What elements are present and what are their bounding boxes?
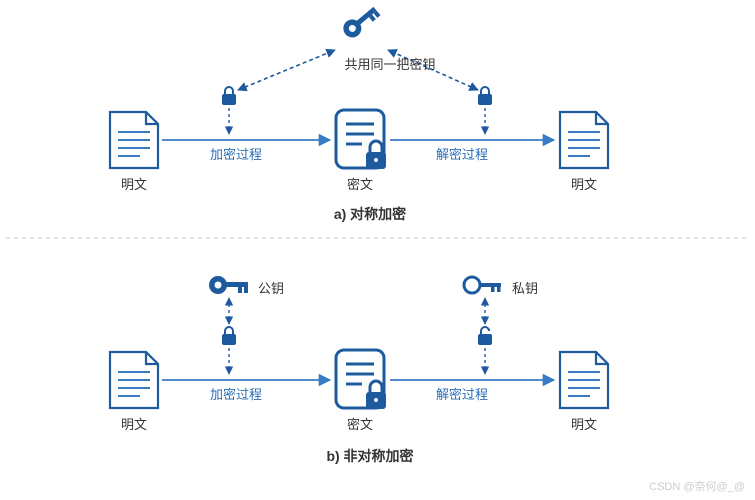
panel-b-caption: b) 非对称加密 xyxy=(300,446,440,466)
shared-key-icon xyxy=(340,2,381,41)
private-key-icon xyxy=(464,277,501,293)
encrypt-label: 加密过程 xyxy=(210,144,262,163)
plaintext-label: 明文 xyxy=(568,414,600,433)
lock-icon xyxy=(222,327,236,345)
plaintext-label: 明文 xyxy=(118,414,150,433)
public-key-label: 公钥 xyxy=(258,278,284,297)
encryption-diagram: 共用同一把密钥 加密过程 解密过程 明文 密文 明文 a) 对称加密 公钥 私钥… xyxy=(0,0,755,500)
plaintext-doc-icon xyxy=(560,352,608,408)
watermark: CSDN @奈何@_@ xyxy=(649,478,745,494)
plaintext-label: 明文 xyxy=(118,174,150,193)
plaintext-doc-icon xyxy=(110,352,158,408)
decrypt-label: 解密过程 xyxy=(436,144,488,163)
open-lock-icon xyxy=(478,327,492,345)
ciphertext-label: 密文 xyxy=(344,174,376,193)
private-key-label: 私钥 xyxy=(512,278,538,297)
encrypt-label: 加密过程 xyxy=(210,384,262,403)
ciphertext-doc-icon xyxy=(336,110,386,169)
ciphertext-doc-icon xyxy=(336,350,386,409)
decrypt-label: 解密过程 xyxy=(436,384,488,403)
plaintext-doc-icon xyxy=(560,112,608,168)
shared-key-label: 共用同一把密钥 xyxy=(330,54,450,73)
plaintext-label: 明文 xyxy=(568,174,600,193)
public-key-icon xyxy=(209,276,248,294)
diagram-svg xyxy=(0,0,755,500)
lock-icon xyxy=(222,87,236,105)
ciphertext-label: 密文 xyxy=(344,414,376,433)
lock-icon xyxy=(478,87,492,105)
plaintext-doc-icon xyxy=(110,112,158,168)
panel-a-caption: a) 对称加密 xyxy=(300,204,440,224)
